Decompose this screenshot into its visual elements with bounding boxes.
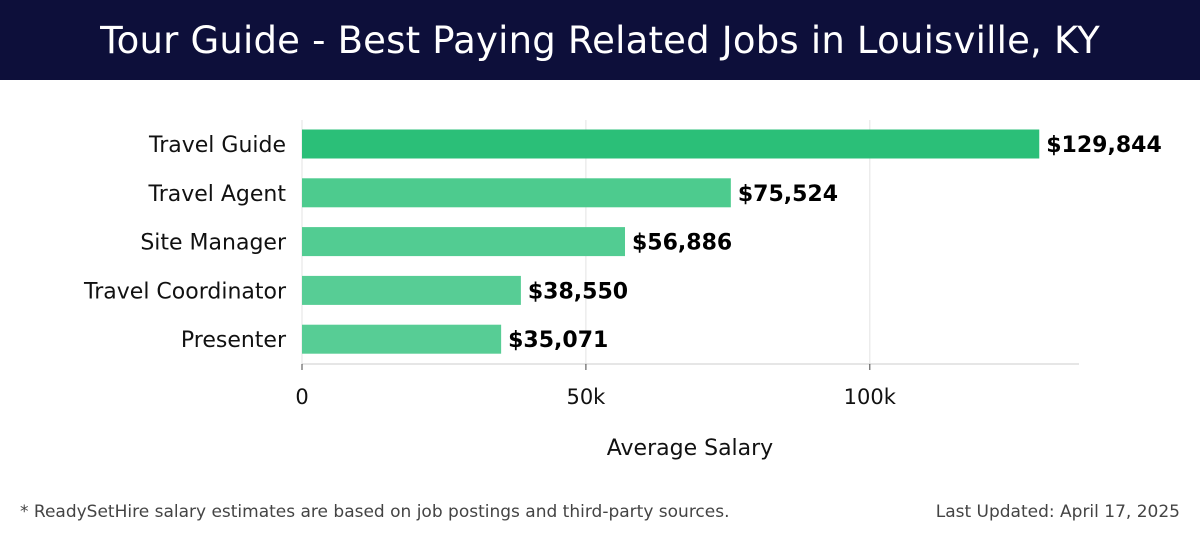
bar	[302, 275, 521, 305]
x-tick-label: 0	[295, 385, 308, 409]
value-label: $38,550	[528, 279, 628, 304]
x-tick-label: 100k	[844, 385, 897, 409]
category-label: Presenter	[181, 328, 287, 353]
bar	[302, 129, 1040, 159]
value-label: $56,886	[632, 231, 732, 256]
bar	[302, 227, 626, 257]
x-axis: 0 50k 100k Average Salary	[295, 363, 1079, 461]
title-bar: Tour Guide - Best Paying Related Jobs in…	[0, 0, 1200, 80]
value-label: $35,071	[508, 328, 608, 353]
value-labels: $129,844 $75,524$56,886$38,550 $35,071	[508, 133, 1162, 353]
value-label: $75,524	[738, 182, 838, 207]
salary-bar-chart: Travel Guide Travel Agent Site Manager Trav…	[83, 120, 1162, 461]
bars	[302, 129, 1040, 354]
category-label: Travel Agent	[147, 182, 286, 207]
footer-disclaimer: * ReadySetHire salary estimates are base…	[20, 502, 730, 522]
x-axis-label: Average Salary	[607, 436, 773, 461]
category-labels: Travel Guide Travel Agent Site Manager Trav…	[83, 133, 287, 353]
bar	[302, 178, 731, 208]
category-label: Site Manager	[140, 231, 287, 256]
category-label: Travel Coordinator	[83, 279, 287, 304]
value-label: $129,844	[1046, 133, 1162, 158]
last-updated: Last Updated: April 17, 2025	[935, 502, 1180, 522]
category-label: Travel Guide	[148, 133, 286, 158]
x-tick-label: 50k	[566, 385, 606, 409]
chart-title: Tour Guide - Best Paying Related Jobs in…	[100, 18, 1100, 62]
bar	[302, 324, 502, 354]
